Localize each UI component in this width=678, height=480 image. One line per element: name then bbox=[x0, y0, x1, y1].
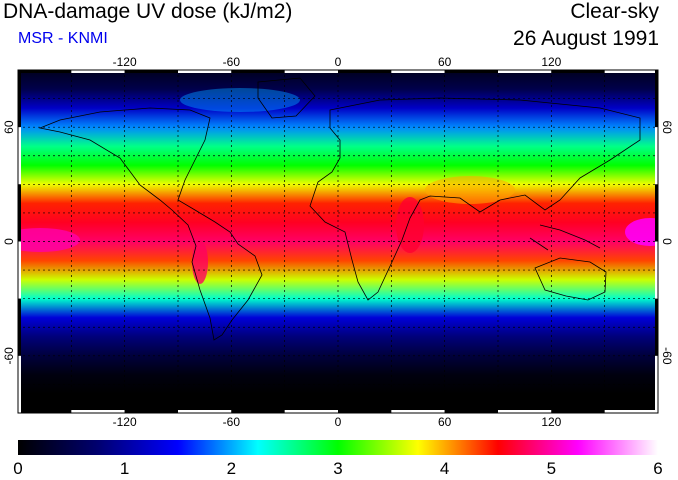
lon-tick-label-top: 60 bbox=[438, 55, 452, 69]
coastlines bbox=[38, 77, 641, 341]
americas-coastline bbox=[38, 107, 263, 341]
colorbar bbox=[18, 440, 658, 455]
lon-tick-label-top: 120 bbox=[541, 55, 561, 69]
sky-condition: Clear-sky bbox=[570, 0, 659, 23]
maritime-continent-coastline bbox=[529, 224, 601, 251]
colorbar-tick-label: 2 bbox=[227, 459, 236, 478]
lon-tick-label-top: -60 bbox=[223, 55, 241, 69]
tick-labels: -120 -120 -60 -60 0 0 60 60 120 120 60 60 0 0 -60 -60 bbox=[2, 55, 674, 429]
lon-tick-label-bottom: 120 bbox=[541, 415, 561, 429]
colorbar-tick-label: 5 bbox=[547, 459, 556, 478]
lon-tick-label-bottom: -120 bbox=[113, 415, 137, 429]
lat-tick-label-left: -60 bbox=[2, 347, 16, 365]
lat-tick-label-left: 60 bbox=[2, 120, 16, 134]
lon-tick-label-bottom: -60 bbox=[223, 415, 241, 429]
colorbar-tick-label: 0 bbox=[13, 459, 22, 478]
colorbar-tick-label: 6 bbox=[653, 459, 662, 478]
lon-tick-label-top: -120 bbox=[113, 55, 137, 69]
hotspot-patch bbox=[396, 197, 424, 253]
lat-tick-label-left: 0 bbox=[2, 238, 16, 245]
lat-tick-label-right: 60 bbox=[660, 120, 674, 134]
frame-ticks bbox=[18, 70, 658, 413]
lat-tick-label-right: 0 bbox=[660, 238, 674, 245]
lat-tick-label-right: -60 bbox=[660, 347, 674, 365]
graticule bbox=[18, 70, 658, 413]
map-title: DNA-damage UV dose (kJ/m2) bbox=[3, 0, 293, 23]
afro-eurasia-coastline bbox=[309, 97, 641, 301]
hotspot-patch bbox=[192, 240, 208, 284]
hotspot-patch bbox=[625, 218, 658, 246]
colorbar-labels: 0 1 2 3 4 5 6 bbox=[13, 459, 662, 478]
lon-tick-label-bottom: 60 bbox=[438, 415, 452, 429]
source-label: MSR - KNMI bbox=[18, 30, 108, 47]
colorbar-tick-label: 4 bbox=[440, 459, 449, 478]
cloud-patch bbox=[180, 88, 300, 112]
lon-tick-label-top: 0 bbox=[335, 55, 342, 69]
map-date: 26 August 1991 bbox=[513, 27, 659, 50]
map-frame bbox=[17, 69, 659, 414]
greenland-coastline bbox=[257, 77, 316, 119]
hotspot-patch bbox=[18, 228, 80, 252]
colorbar-tick-label: 3 bbox=[333, 459, 342, 478]
lon-tick-label-bottom: 0 bbox=[335, 415, 342, 429]
colorbar-tick-label: 1 bbox=[120, 459, 129, 478]
